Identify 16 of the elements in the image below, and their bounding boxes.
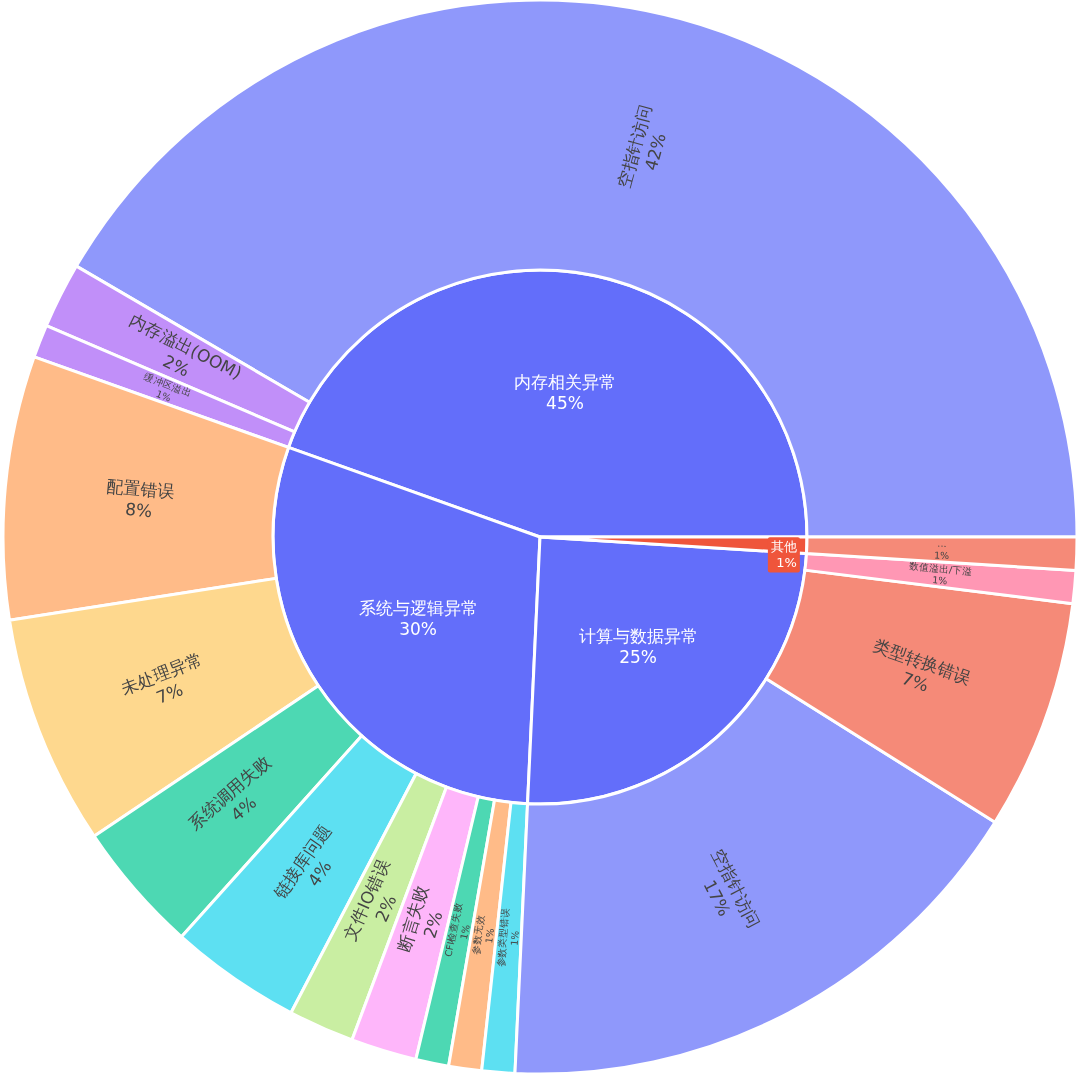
data-label: 1% bbox=[931, 574, 948, 587]
data-label: 1% bbox=[483, 927, 497, 945]
slice-label: 数值溢出/下溢 bbox=[908, 559, 973, 577]
data-label: 1% bbox=[933, 549, 950, 561]
slice-label: 计算与数据异常 bbox=[578, 625, 698, 646]
data-label: 25% bbox=[619, 646, 657, 667]
data-label: 45% bbox=[546, 392, 584, 413]
slice-label: 系统与逻辑异常 bbox=[358, 598, 478, 619]
slice-label: ... bbox=[937, 537, 947, 550]
slice-label: 参数类型错误 bbox=[494, 906, 511, 968]
data-label: 1% bbox=[776, 555, 797, 571]
slice-label: 内存相关异常 bbox=[514, 371, 616, 392]
data-label: 1% bbox=[508, 930, 521, 947]
slice-label: 其他 bbox=[770, 539, 797, 555]
data-label: 30% bbox=[399, 619, 437, 640]
data-label: 1% bbox=[458, 923, 472, 941]
